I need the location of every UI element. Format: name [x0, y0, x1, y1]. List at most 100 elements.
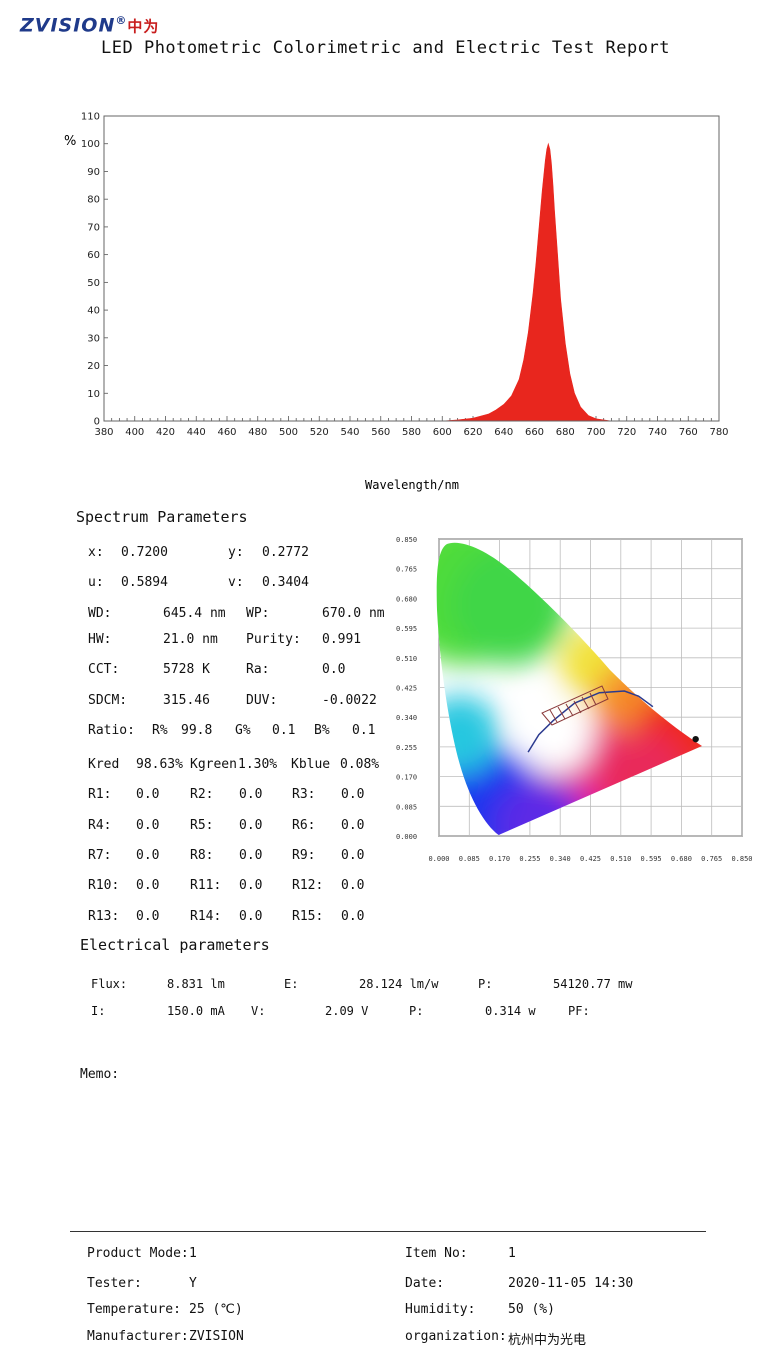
- v-label: v:: [228, 575, 244, 590]
- cie-x-tick-label: 0.425: [580, 855, 601, 863]
- product-mode-value: 1: [189, 1246, 197, 1261]
- r11-label: R11:: [190, 878, 222, 893]
- tester-label: Tester:: [87, 1276, 142, 1291]
- cie-x-tick-label: 0.850: [731, 855, 752, 863]
- spectrum-chart: 380 400 420 440 460 480 500 520 540 560 580 600 620 6…: [64, 112, 729, 493]
- r2-value: 0.0: [239, 787, 263, 802]
- wd-label: WD:: [88, 606, 112, 621]
- item-no-value: 1: [508, 1246, 516, 1261]
- y-label: y:: [228, 545, 244, 560]
- wp-label: WP:: [246, 606, 270, 621]
- spectrum-y-tick-label: 80: [87, 195, 100, 206]
- spectrum-x-tick-label: 440: [187, 427, 206, 438]
- hw-value: 21.0 nm: [163, 632, 218, 647]
- spectrum-y-tick-label: 10: [87, 389, 100, 400]
- ratio-b-value: 0.1: [352, 723, 376, 738]
- r14-value: 0.0: [239, 909, 263, 924]
- spectrum-x-tick-label: 580: [402, 427, 421, 438]
- radiant-power-value: 54120.77 mw: [553, 977, 633, 991]
- memo-label: Memo:: [80, 1067, 120, 1082]
- r9-label: R9:: [292, 848, 316, 863]
- kblue-value: 0.08%: [340, 757, 380, 772]
- spectrum-x-tick-label: 740: [648, 427, 667, 438]
- flux-value: 8.831 lm: [167, 977, 225, 991]
- cie-y-tick-label: 0.425: [396, 685, 417, 693]
- brand-name: ZVISION: [20, 14, 116, 37]
- tester-value: Y: [189, 1276, 197, 1291]
- registered-mark: ®: [115, 14, 128, 27]
- organization-value: 杭州中为光电: [508, 1333, 587, 1348]
- current-value: 150.0 mA: [167, 1004, 225, 1018]
- r9-value: 0.0: [341, 848, 365, 863]
- cie-x-tick-label: 0.595: [641, 855, 662, 863]
- hw-label: HW:: [88, 632, 112, 647]
- ratio-g-label: G%: [235, 723, 251, 738]
- cie-x-tick-label: 0.255: [519, 855, 540, 863]
- spectrum-x-tick-label: 600: [433, 427, 452, 438]
- r12-value: 0.0: [341, 878, 365, 893]
- cie-y-tick-label: 0.510: [396, 655, 417, 663]
- spectrum-x-tick-label: 520: [310, 427, 329, 438]
- r4-label: R4:: [88, 818, 112, 833]
- kgreen-value: 1.30%: [238, 757, 278, 772]
- duv-value: -0.0022: [322, 693, 377, 708]
- brand-logo: ZVISION®中为: [20, 14, 159, 36]
- ra-label: Ra:: [246, 662, 270, 677]
- flux-label: Flux:: [91, 977, 128, 991]
- spectrum-x-tick-label: 620: [463, 427, 482, 438]
- spectrum-y-tick-label: 0: [94, 417, 100, 428]
- voltage-label: V:: [251, 1004, 266, 1018]
- cie-chart: 0.000 0.085 0.170 0.255 0.340 0.425 0.510 0.595…: [396, 536, 753, 863]
- current-label: I:: [91, 1004, 106, 1018]
- power-label: P:: [409, 1004, 424, 1018]
- purity-label: Purity:: [246, 632, 301, 647]
- date-value: 2020-11-05 14:30: [508, 1276, 634, 1291]
- cie-x-tick-label: 0.510: [610, 855, 631, 863]
- organization-label: organization:: [405, 1329, 507, 1344]
- spectrum-x-tick-label: 700: [586, 427, 605, 438]
- footer-divider: [70, 1231, 706, 1232]
- wd-value: 645.4 nm: [163, 606, 226, 621]
- cie-y-tick-label: 0.085: [396, 803, 417, 811]
- cie-y-tick-label: 0.255: [396, 744, 417, 752]
- r6-value: 0.0: [341, 818, 365, 833]
- isotemperature-box: [541, 685, 609, 726]
- u-label: u:: [88, 575, 104, 590]
- r13-value: 0.0: [136, 909, 160, 924]
- spectrum-params-heading: Spectrum Parameters: [76, 508, 248, 526]
- cie-y-tick-label: 0.000: [396, 833, 417, 841]
- radiant-power-label: P:: [478, 977, 493, 991]
- chromaticity-point: [692, 735, 699, 743]
- r8-value: 0.0: [239, 848, 263, 863]
- r14-label: R14:: [190, 909, 222, 924]
- spectrum-x-tick-label: 680: [556, 427, 575, 438]
- kred-value: 98.63%: [136, 757, 183, 772]
- spectrum-y-tick-label: 90: [87, 167, 100, 178]
- humidity-label: Humidity:: [405, 1302, 476, 1317]
- efficacy-value: 28.124 lm/w: [359, 977, 439, 991]
- cie-x-tick-label: 0.765: [701, 855, 722, 863]
- power-factor-label: PF:: [568, 1004, 590, 1018]
- item-no-label: Item No:: [405, 1246, 468, 1261]
- spectrum-y-tick-label: 20: [87, 361, 100, 372]
- r2-label: R2:: [190, 787, 214, 802]
- cie-x-tick-label: 0.680: [671, 855, 692, 863]
- date-label: Date:: [405, 1276, 445, 1291]
- spectrum-x-tick-label: 480: [248, 427, 267, 438]
- kblue-label: Kblue: [291, 757, 331, 772]
- cie-y-tick-label: 0.765: [396, 566, 417, 574]
- r15-label: R15:: [292, 909, 324, 924]
- spectrum-x-tick-label: 400: [125, 427, 144, 438]
- spectrum-axes: 380 400 420 440 460 480 500 520 540 560 580 600 620 6…: [81, 112, 729, 439]
- cie-y-tick-label: 0.340: [396, 714, 417, 722]
- r4-value: 0.0: [136, 818, 160, 833]
- report-title: LED Photometric Colorimetric and Electri…: [101, 38, 670, 58]
- spectrum-x-tick-label: 760: [679, 427, 698, 438]
- ratio-r-value: 99.8: [181, 723, 213, 738]
- spectrum-x-tick-label: 460: [217, 427, 236, 438]
- r7-label: R7:: [88, 848, 112, 863]
- cie-x-tick-label: 0.000: [428, 855, 449, 863]
- sdcm-label: SDCM:: [88, 693, 128, 708]
- r8-label: R8:: [190, 848, 214, 863]
- temperature-label: Temperature:: [87, 1302, 181, 1317]
